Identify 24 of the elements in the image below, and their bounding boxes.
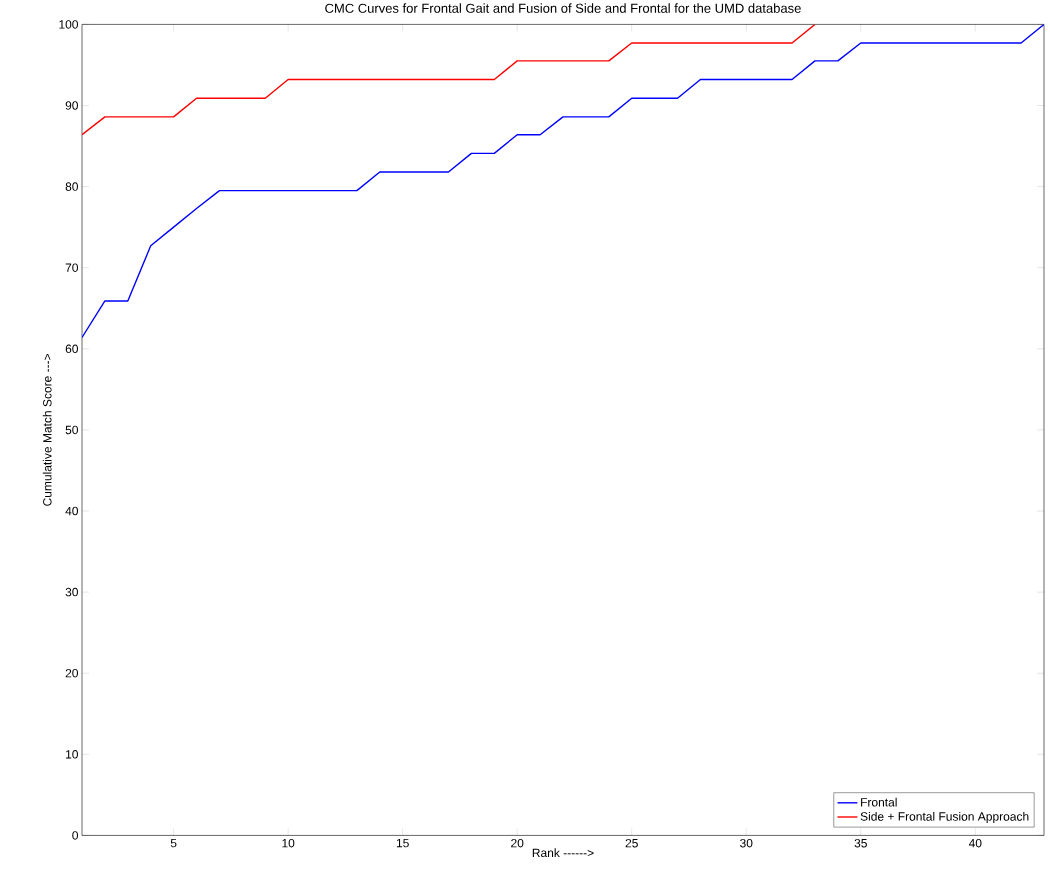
- y-tick-label: 0: [72, 830, 79, 840]
- y-tick-label: 30: [65, 587, 79, 597]
- y-tick-label: 40: [65, 506, 79, 516]
- y-tick-label: 90: [65, 101, 79, 110]
- y-tick-label: 20: [65, 668, 79, 678]
- x-tick-label: 30: [740, 838, 753, 848]
- x-tick-label: 20: [511, 838, 524, 848]
- legend-label: Frontal: [861, 797, 897, 807]
- x-tick-label: 10: [282, 838, 295, 848]
- y-axis-title: Cumulative Match Score --->: [42, 353, 52, 506]
- x-axis-title: Rank ------>: [532, 848, 594, 857]
- y-tick-label: 50: [65, 425, 79, 434]
- y-tick-label: 100: [59, 19, 78, 29]
- y-tick-label: 10: [66, 749, 79, 759]
- y-tick-label: 70: [65, 263, 79, 272]
- x-tick-label: 40: [968, 838, 982, 848]
- x-tick-label: 5: [170, 838, 177, 848]
- y-tick-label: 60: [65, 344, 79, 353]
- x-tick-label: 25: [625, 838, 638, 848]
- y-tick-label: 80: [65, 182, 79, 191]
- x-tick-label: 15: [396, 838, 409, 848]
- x-tick-label: 35: [854, 838, 867, 848]
- legend-label: Side + Frontal Fusion Approach: [860, 811, 1029, 823]
- chart-title: CMC Curves for Frontal Gait and Fusion of Side and Frontal for the UMD database: [325, 3, 801, 13]
